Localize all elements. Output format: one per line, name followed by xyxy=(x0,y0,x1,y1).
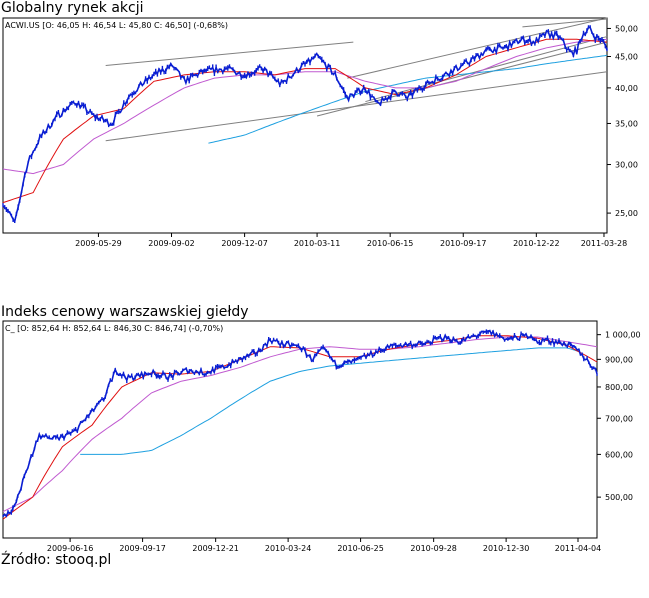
chart1-y-tick-label: 25,00 xyxy=(615,209,638,218)
chart2-x-tick-label: 2010-03-24 xyxy=(265,544,312,553)
chart2-series-ma-long xyxy=(80,347,580,455)
chart1-x-tick-label: 2009-12-07 xyxy=(221,239,268,248)
chart1-series-ma-short xyxy=(2,38,608,204)
chart1-price-bars xyxy=(2,25,608,223)
chart1-x-tick-label: 2009-05-29 xyxy=(75,239,122,248)
chart1-series-ma-mid xyxy=(2,38,608,175)
chart1-trendline xyxy=(105,41,354,67)
chart1-legend: ACWI.US [O: 46,05 H: 46,54 L: 45,80 C: 4… xyxy=(5,21,228,30)
chart2-x-tick-label: 2009-09-17 xyxy=(119,544,166,553)
chart1-panel: ACWI.US [O: 46,05 H: 46,54 L: 45,80 C: 4… xyxy=(0,17,649,260)
chart1-y-tick-label: 50,00 xyxy=(615,24,638,33)
chart2-frame xyxy=(2,320,598,539)
chart2-x-tick-label: 2010-06-25 xyxy=(337,544,384,553)
chart1-trendline xyxy=(347,17,608,79)
chart1-svg: ACWI.US [O: 46,05 H: 46,54 L: 45,80 C: 4… xyxy=(2,17,638,248)
chart1-x-tick-label: 2009-09-02 xyxy=(148,239,195,248)
chart1-x-tick-label: 2010-03-11 xyxy=(294,239,341,248)
chart1-y-tick-label: 45,00 xyxy=(615,53,638,62)
chart2-series-price xyxy=(2,329,598,518)
chart2-price-bars xyxy=(2,329,598,517)
chart2-series-ma-short xyxy=(2,335,598,520)
chart1-trendline xyxy=(522,18,608,28)
chart1-y-tick-label: 40,00 xyxy=(615,84,638,93)
chart2-y-tick-label: 1 000,00 xyxy=(605,331,641,340)
chart1-y-tick-label: 30,00 xyxy=(615,161,638,170)
chart2-x-tick-label: 2010-12-30 xyxy=(483,544,530,553)
chart1-series-price xyxy=(2,26,608,224)
chart2-y-tick-label: 900,00 xyxy=(605,355,633,364)
chart2-svg: C_ [O: 852,64 H: 852,64 L: 846,30 C: 846… xyxy=(2,320,641,553)
chart2-y-tick-label: 600,00 xyxy=(605,450,633,459)
chart2-panel: C_ [O: 852,64 H: 852,64 L: 846,30 C: 846… xyxy=(0,320,649,556)
chart2-legend: C_ [O: 852,64 H: 852,64 L: 846,30 C: 846… xyxy=(5,324,223,333)
chart1-x-tick-label: 2011-03-28 xyxy=(581,239,628,248)
chart2-heading: Indeks cenowy warszawskiej giełdy xyxy=(1,304,249,320)
chart2-x-tick-label: 2011-04-04 xyxy=(555,544,602,553)
chart1-x-tick-label: 2010-09-17 xyxy=(440,239,487,248)
chart1-x-tick-label: 2010-06-15 xyxy=(367,239,414,248)
chart1-series-ma-long xyxy=(208,54,608,144)
chart2-x-tick-label: 2010-09-28 xyxy=(410,544,457,553)
chart2-y-tick-label: 800,00 xyxy=(605,383,633,392)
chart2-x-tick-label: 2009-12-21 xyxy=(192,544,239,553)
chart2-y-tick-label: 500,00 xyxy=(605,493,633,502)
source-caption: Źródło: stooq.pl xyxy=(1,552,112,568)
chart2-x-tick-label: 2009-06-16 xyxy=(47,544,94,553)
chart1-heading: Globalny rynek akcji xyxy=(1,0,144,16)
chart1-y-tick-label: 35,00 xyxy=(615,119,638,128)
chart1-x-tick-label: 2010-12-22 xyxy=(513,239,560,248)
chart1-frame xyxy=(2,17,608,234)
chart2-y-tick-label: 700,00 xyxy=(605,414,633,423)
